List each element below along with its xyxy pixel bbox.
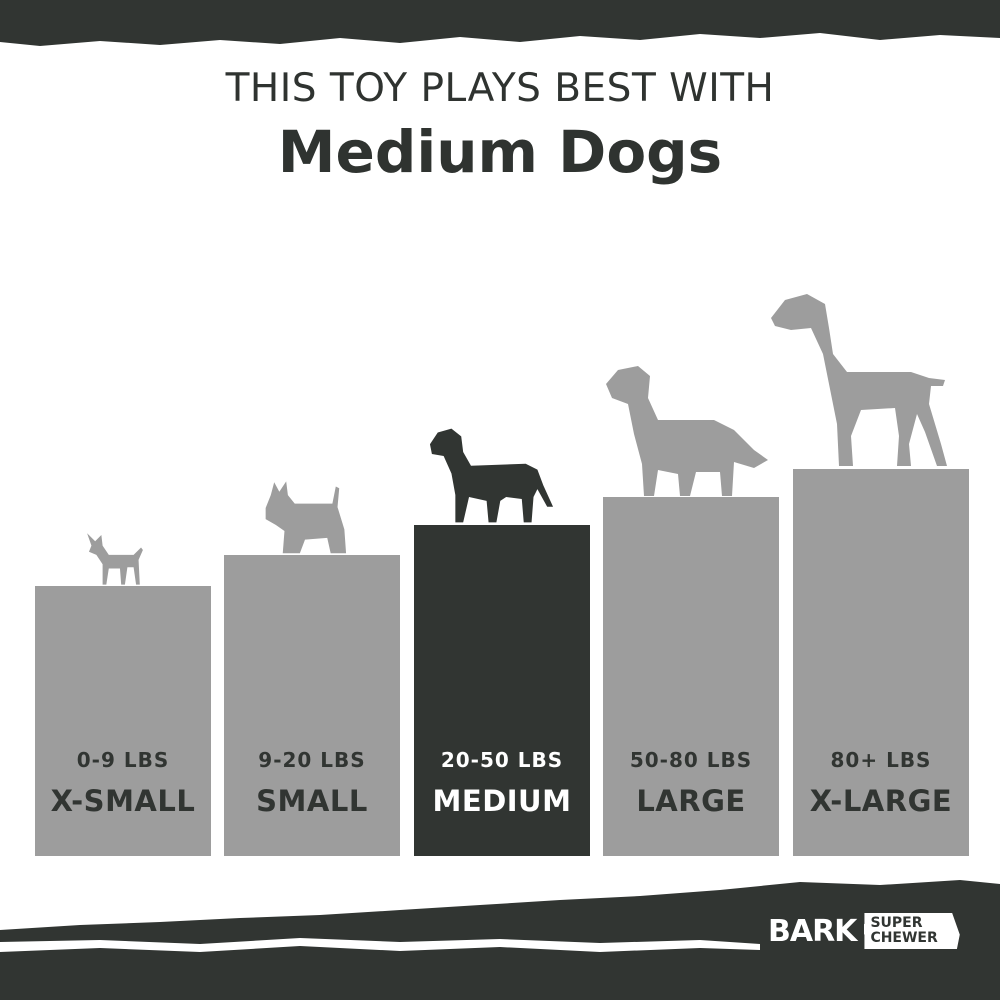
great-dane-icon [771, 294, 947, 466]
logo-tagline-line1: SUPER [870, 915, 923, 931]
weight-label: 20-50 LBS [440, 748, 564, 772]
size-label: LARGE [636, 784, 746, 818]
top-torn-band [0, 0, 1000, 46]
size-bar-xsmall: 0-9 LBS X-SMALL [35, 586, 211, 856]
weight-label: 80+ LBS [830, 748, 932, 772]
weight-label: 50-80 LBS [629, 748, 753, 772]
recommended-size-title: Medium Dogs [277, 118, 723, 186]
golden-retriever-icon [606, 366, 768, 496]
chihuahua-icon [87, 533, 143, 585]
size-bar-xlarge: 80+ LBS X-LARGE [793, 469, 969, 856]
logo-tagline-line2: CHEWER [870, 930, 938, 946]
size-label: X-SMALL [50, 784, 196, 818]
scottish-terrier-icon [265, 481, 347, 554]
size-label: X-LARGE [809, 784, 953, 818]
size-bar-medium: 20-50 LBS MEDIUM [414, 525, 590, 856]
logo-tagline: SUPER CHEWER [864, 913, 960, 949]
weight-label: 0-9 LBS [76, 748, 170, 772]
labrador-icon [429, 428, 554, 523]
bottom-torn-band [0, 880, 1000, 1000]
headline: THIS TOY PLAYS BEST WITH [225, 66, 775, 111]
size-label: SMALL [256, 784, 368, 818]
bark-super-chewer-logo: BARK SUPER CHEWER [768, 913, 960, 949]
size-bar-large: 50-80 LBS LARGE [603, 497, 779, 856]
logo-brand: BARK [768, 913, 857, 949]
weight-label: 9-20 LBS [258, 748, 366, 772]
size-bar-small: 9-20 LBS SMALL [224, 555, 400, 856]
size-label: MEDIUM [432, 784, 572, 818]
